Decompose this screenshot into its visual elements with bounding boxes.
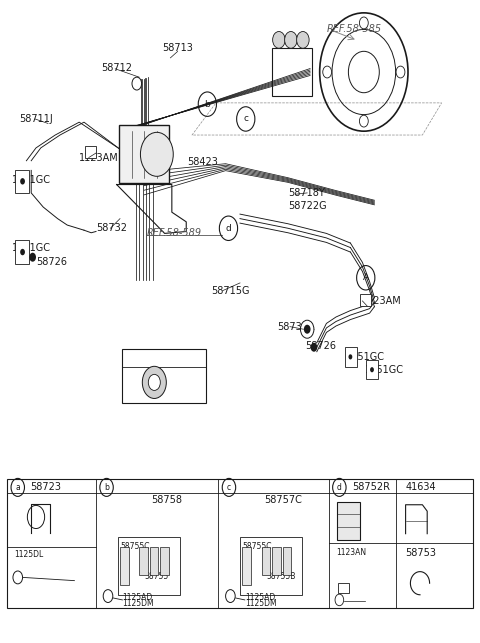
- Bar: [122, 349, 206, 403]
- Text: 58757C: 58757C: [264, 494, 302, 505]
- Bar: [283, 547, 291, 575]
- Circle shape: [142, 367, 166, 399]
- Text: 41634: 41634: [406, 482, 436, 493]
- Bar: [7, 479, 473, 608]
- Bar: [240, 537, 302, 595]
- Text: 1125AD: 1125AD: [122, 593, 153, 602]
- Text: c: c: [243, 114, 248, 123]
- Text: 58752R: 58752R: [352, 482, 390, 493]
- Circle shape: [323, 66, 332, 78]
- Text: 1125DM: 1125DM: [245, 599, 276, 608]
- Text: 58718Y: 58718Y: [288, 188, 325, 198]
- Bar: [345, 347, 357, 367]
- Circle shape: [132, 77, 142, 90]
- Text: 58755C: 58755C: [242, 542, 272, 551]
- Circle shape: [304, 325, 311, 334]
- Bar: [160, 547, 169, 575]
- Bar: [366, 360, 378, 379]
- Text: b: b: [104, 483, 109, 492]
- Text: 1751GC: 1751GC: [12, 242, 51, 253]
- Bar: [272, 547, 281, 575]
- Text: 58722G: 58722G: [288, 201, 326, 211]
- Text: 58731A: 58731A: [277, 322, 315, 332]
- Bar: [337, 502, 360, 540]
- Circle shape: [300, 320, 314, 338]
- Circle shape: [297, 32, 309, 48]
- Circle shape: [311, 343, 317, 352]
- Text: 1751GC: 1751GC: [365, 365, 404, 375]
- Text: REF.58-585: REF.58-585: [326, 24, 382, 34]
- Text: 58723: 58723: [30, 482, 61, 493]
- Circle shape: [20, 178, 25, 185]
- Circle shape: [360, 17, 368, 29]
- Text: 58423: 58423: [187, 157, 218, 167]
- Text: 58726: 58726: [36, 257, 67, 267]
- Text: 58753: 58753: [406, 548, 437, 558]
- Bar: [139, 547, 148, 575]
- Bar: [120, 547, 129, 585]
- Bar: [150, 547, 158, 575]
- Circle shape: [29, 253, 36, 262]
- Bar: [15, 170, 29, 193]
- Text: 58713: 58713: [162, 43, 193, 53]
- Bar: [338, 583, 349, 593]
- Text: REF.58-589: REF.58-589: [146, 228, 202, 238]
- Text: 58726: 58726: [305, 341, 336, 351]
- Circle shape: [360, 115, 368, 127]
- Circle shape: [285, 32, 297, 48]
- Text: 58755: 58755: [144, 572, 168, 581]
- Text: 1125DL: 1125DL: [14, 550, 44, 559]
- Circle shape: [370, 367, 374, 372]
- Text: a: a: [15, 483, 20, 492]
- Text: 1123AM: 1123AM: [362, 296, 402, 306]
- Circle shape: [396, 66, 405, 78]
- Bar: [119, 125, 169, 183]
- Text: b: b: [204, 100, 210, 109]
- Bar: [242, 547, 251, 585]
- Bar: [118, 537, 180, 595]
- Text: 58715G: 58715G: [211, 285, 250, 296]
- Text: 58672: 58672: [153, 381, 183, 391]
- Text: 1125DM: 1125DM: [122, 599, 154, 608]
- Text: 1123AN: 1123AN: [336, 548, 366, 557]
- Text: 58712: 58712: [101, 62, 132, 73]
- Bar: [15, 240, 29, 264]
- Text: 58755B: 58755B: [266, 572, 296, 581]
- Text: 58711J: 58711J: [19, 114, 53, 124]
- Text: 58758: 58758: [151, 494, 182, 505]
- Text: 58732: 58732: [96, 223, 127, 233]
- Text: d: d: [226, 224, 231, 233]
- Circle shape: [348, 354, 352, 359]
- Circle shape: [141, 132, 173, 176]
- Circle shape: [20, 249, 25, 255]
- Bar: [85, 146, 96, 158]
- Bar: [272, 48, 312, 96]
- Bar: [262, 547, 270, 575]
- Text: 1123AM: 1123AM: [79, 152, 119, 163]
- Text: 1125AD: 1125AD: [245, 593, 275, 602]
- Circle shape: [148, 374, 160, 390]
- Text: 1751GC: 1751GC: [346, 352, 384, 362]
- Circle shape: [273, 32, 285, 48]
- Text: 1751GC: 1751GC: [12, 175, 51, 185]
- Text: c: c: [227, 483, 231, 492]
- Text: 58755C: 58755C: [120, 542, 149, 551]
- Text: A: A: [363, 273, 369, 282]
- Text: d: d: [337, 483, 342, 492]
- Bar: [360, 294, 371, 306]
